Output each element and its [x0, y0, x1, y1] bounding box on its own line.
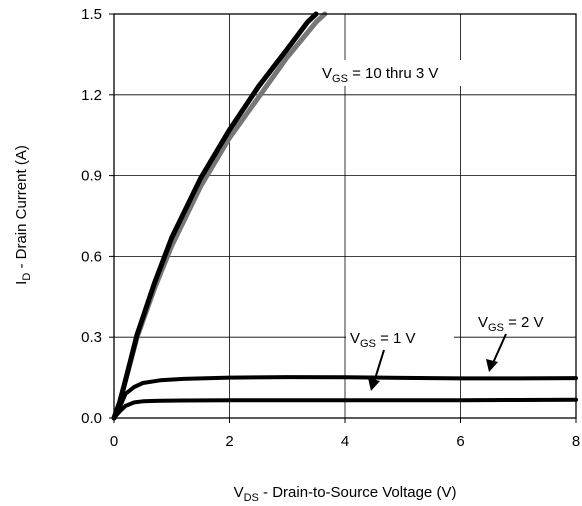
annotation-vgs-1: VGS = 1 V — [350, 330, 416, 350]
series-line-3 — [112, 397, 578, 420]
x-tick-label: 6 — [456, 433, 464, 450]
y-tick-label: 0.3 — [81, 329, 102, 346]
y-axis-title: ID - Drain Current (A) — [13, 145, 33, 285]
annotation-vgs-10-3: VGS = 10 thru 3 V — [322, 65, 438, 85]
annotation-vgs-2: VGS = 2 V — [478, 314, 544, 334]
annotation-arrow-vgs-2 — [486, 333, 507, 372]
x-tick-label: 0 — [110, 433, 118, 450]
y-tick-label: 0.6 — [81, 248, 102, 265]
x-axis-title: VDS - Drain-to-Source Voltage (V) — [234, 484, 457, 504]
series-line-1 — [111, 11, 319, 421]
series-lines — [111, 11, 578, 421]
plot-frame — [113, 13, 577, 419]
y-tick-label: 1.5 — [81, 6, 102, 23]
annotation-arrow-vgs-1 — [368, 349, 385, 391]
y-tick-label: 1.2 — [81, 87, 102, 104]
annotation-bg-vgs-10-3 — [318, 60, 470, 86]
annotation-bg-vgs-2 — [474, 310, 570, 334]
y-tick-label: 0.0 — [81, 410, 102, 427]
x-tick-labels: 0 2 4 6 8 — [110, 433, 580, 450]
series-line-2 — [112, 375, 578, 420]
x-tick-label: 2 — [225, 433, 233, 450]
annotation-bg-vgs-1 — [346, 326, 454, 350]
series-line-0 — [111, 11, 328, 421]
x-tick-label: 4 — [341, 433, 349, 450]
y-tick-labels: 0.0 0.3 0.6 0.9 1.2 1.5 — [81, 6, 102, 427]
y-tick-label: 0.9 — [81, 168, 102, 185]
x-tick-label: 8 — [572, 433, 580, 450]
